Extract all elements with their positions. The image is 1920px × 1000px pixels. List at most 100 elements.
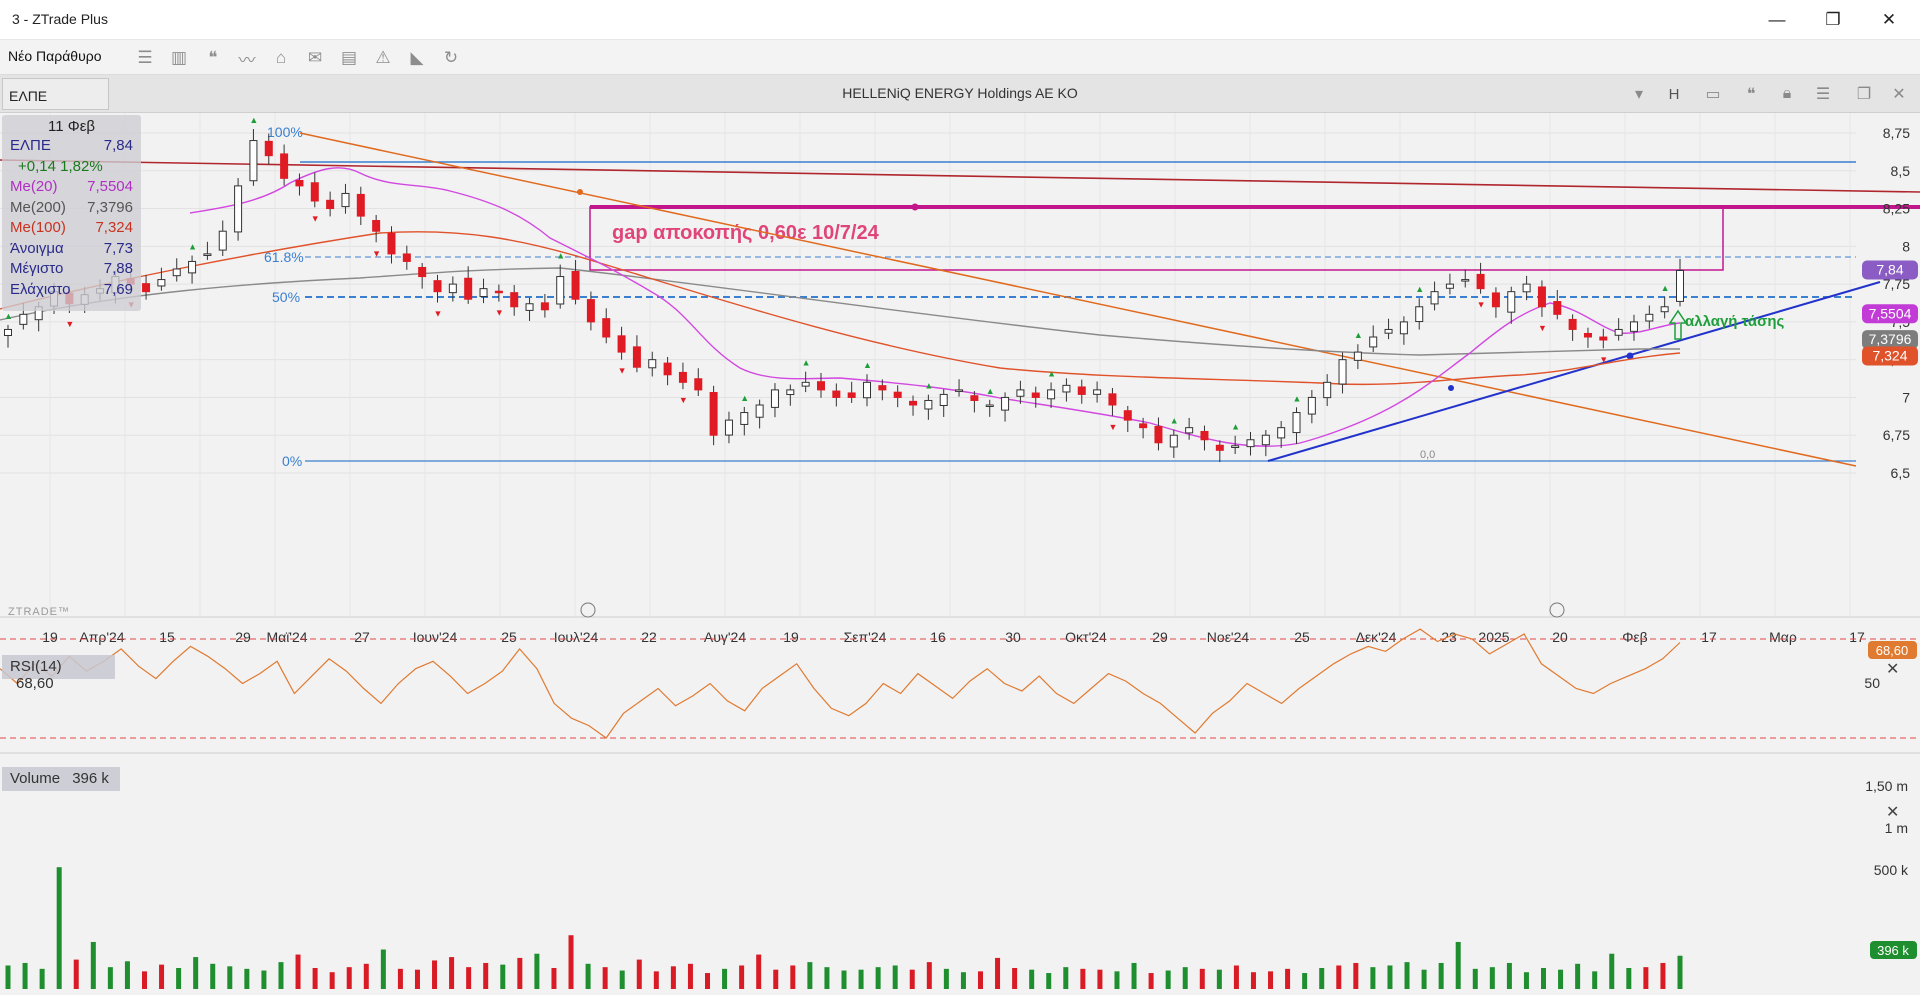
restore-button[interactable]: ❐ (1810, 0, 1856, 40)
info-row: Μέγιστο 7,88 (10, 260, 133, 280)
info-value: 7,69 (103, 280, 133, 298)
up-fractal-icon: ▲ (4, 311, 13, 321)
windows-icon[interactable]: ❐ (1856, 86, 1872, 103)
candle-up (770, 389, 779, 408)
volume-bar (483, 962, 489, 989)
candle-up (1399, 321, 1408, 335)
volume-bar (1097, 969, 1103, 989)
alert-icon[interactable]: ⚠ (375, 48, 391, 67)
candle-down (1200, 430, 1209, 441)
volume-bar (261, 970, 267, 989)
h-button[interactable]: H (1668, 85, 1680, 103)
rsi-axis-label: 50 (1864, 675, 1880, 691)
up-fractal-icon: ▲ (556, 251, 565, 261)
candle-down (356, 193, 365, 217)
up-fractal-icon: ▲ (249, 115, 258, 125)
candle-down (571, 270, 580, 300)
quote-icon[interactable]: ❝ (1746, 86, 1756, 103)
candle-up (1507, 291, 1516, 313)
price-badge: 7,5504 (1869, 305, 1912, 321)
chart-bars-icon[interactable]: ▥ (170, 48, 188, 67)
candle-down (632, 346, 641, 368)
down-fractal-icon: ▼ (65, 319, 74, 329)
candlesticks[interactable]: ▲▼▼▲▲▼▼▼▼▲▼▼▲▲▲▲▲▲▼▲▲▲▲▲▼▼▼▲ (4, 115, 1684, 463)
event-marker-icon[interactable] (580, 602, 596, 618)
up-fractal-icon: ▲ (1047, 368, 1056, 378)
refresh-icon[interactable]: ↻ (443, 48, 459, 67)
volume-bar (1489, 967, 1495, 989)
up-fractal-icon: ▲ (924, 381, 933, 391)
volume-bar (449, 957, 455, 989)
candle-down (494, 290, 503, 294)
up-fractal-icon: ▲ (740, 393, 749, 403)
candle-up (1338, 359, 1347, 385)
candle-up (341, 192, 350, 208)
rsi-close-icon[interactable]: ✕ (1886, 661, 1899, 678)
volume-axis-label: 1,50 m (1865, 778, 1908, 794)
line-chart-icon[interactable]: 〰 (238, 50, 256, 70)
quote-icon[interactable]: ❝ (208, 48, 218, 67)
time-tick-label: 17 (1701, 629, 1717, 645)
down-fractal-icon: ▼ (618, 366, 627, 376)
candle-down (816, 381, 825, 391)
volume-bar (790, 965, 796, 989)
volume-bar (1438, 962, 1444, 989)
candle-up (448, 283, 457, 294)
lock-icon[interactable]: 🔒︎ (1782, 85, 1792, 102)
candle-down (1476, 273, 1485, 290)
candle-down (310, 182, 319, 202)
candle-down (1077, 386, 1086, 395)
candle-up (1522, 283, 1531, 293)
volume-bar (244, 968, 250, 989)
minimize-button[interactable]: — (1754, 0, 1800, 40)
new-window-button[interactable]: Νέο Παράθυρο (8, 48, 102, 64)
candle-up (786, 389, 795, 396)
close-chart-icon[interactable]: ✕ (1892, 86, 1906, 103)
candle-up (755, 404, 764, 418)
volume-bar (977, 971, 983, 989)
volume-bar (1302, 973, 1308, 989)
candle-down (540, 302, 549, 311)
bank-icon[interactable]: ⌂ (275, 48, 287, 67)
volume-close-icon[interactable]: ✕ (1886, 804, 1899, 821)
close-icon: ✕ (1881, 10, 1897, 29)
time-tick-label: 19 (783, 629, 799, 645)
rss-icon[interactable]: ◣ (410, 48, 424, 67)
chevron-down-icon[interactable]: ▾ (1634, 86, 1644, 103)
candle-up (924, 399, 933, 410)
info-panel: 11 Φεβ ΕΛΠΕ 7,84 +0,14 1,82% Me(20) 7,5504 Me… (2, 115, 141, 311)
event-marker-icon[interactable] (1549, 602, 1565, 618)
fib-label: 100% (267, 124, 303, 140)
list-icon[interactable]: ☰ (137, 48, 153, 67)
menu-icon[interactable]: ☰ (1815, 86, 1831, 103)
candle-down (372, 220, 381, 232)
volume-bar (22, 962, 28, 989)
info-row: ΕΛΠΕ 7,84 (10, 137, 133, 157)
volume-bar (824, 967, 830, 989)
volume-bar (1165, 970, 1171, 989)
candle-down (1031, 392, 1040, 398)
time-tick-label: Ιουν'24 (413, 629, 458, 645)
clipboard-icon[interactable]: ▤ (340, 48, 358, 67)
trendline-handle[interactable] (1626, 352, 1634, 360)
close-button[interactable]: ✕ (1866, 0, 1912, 40)
candle-up (740, 412, 749, 425)
trendline-handle[interactable] (1448, 385, 1454, 391)
downtrend-line[interactable] (299, 132, 1857, 467)
volume-bar (568, 935, 574, 989)
volume-bar (176, 968, 182, 989)
panel-icon[interactable]: ▭ (1705, 86, 1721, 103)
fib-label: 61.8% (264, 249, 304, 265)
time-tick-label: Σεπ'24 (844, 629, 887, 645)
volume-bar (1455, 941, 1461, 989)
down-fractal-icon: ▼ (1477, 300, 1486, 310)
chart-canvas[interactable]: 100% 61.8% 50% 0% gap αποκοπής 0,60ε 10/… (0, 113, 1920, 995)
candle-up (479, 288, 488, 298)
mail-icon[interactable]: ✉ (307, 48, 323, 67)
candle-down (909, 400, 918, 406)
gap-handle[interactable] (911, 203, 919, 211)
volume-bar (943, 968, 949, 989)
symbol-input[interactable]: ΕΛΠΕ (2, 78, 109, 110)
uptrend-line[interactable] (1267, 281, 1881, 462)
trendline-handle[interactable] (577, 189, 583, 195)
